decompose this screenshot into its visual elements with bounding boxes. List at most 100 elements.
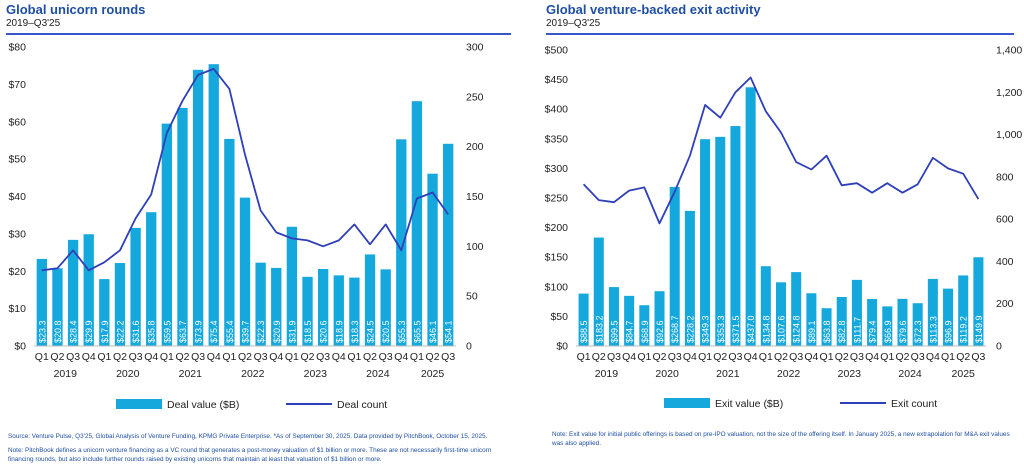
- bar: [161, 123, 173, 347]
- x-quarter-label: Q4: [82, 351, 96, 363]
- x-quarter-label: Q3: [789, 351, 803, 363]
- y-left-tick-label: $0: [14, 341, 26, 353]
- bar-value-label: $59.5: [162, 320, 172, 343]
- bar-value-label: $124.8: [792, 315, 802, 343]
- y-right-tick-label: 1,400: [996, 45, 1022, 57]
- bar: [177, 107, 188, 346]
- legend-line-label: Deal count: [337, 399, 387, 411]
- bar-value-label: $89.1: [807, 320, 817, 343]
- x-quarter-label: Q3: [850, 351, 864, 363]
- x-quarter-label: Q3: [66, 351, 80, 363]
- y-right-tick-label: 150: [466, 191, 484, 203]
- y-right-tick-label: 1,200: [996, 87, 1022, 99]
- x-quarter-label: Q3: [191, 351, 205, 363]
- x-quarter-label: Q1: [820, 351, 834, 363]
- bar-value-label: $20.9: [272, 320, 282, 343]
- y-left-tick-label: $80: [8, 42, 26, 54]
- x-quarter-label: Q1: [160, 351, 174, 363]
- bar: [443, 143, 454, 346]
- bar: [333, 275, 344, 346]
- bar-value-label: $46.1: [428, 320, 438, 343]
- x-quarter-label: Q4: [683, 351, 697, 363]
- exit-activity-chart: $0 $50 $100 $150 $200 $250 $300 $350 $400 $450 $50…: [545, 45, 1023, 411]
- bar-value-label: $31.6: [131, 320, 141, 343]
- bar: [380, 269, 391, 346]
- y-left-tick-label: $400: [545, 104, 569, 116]
- bar-value-label: $183.2: [594, 315, 604, 343]
- y-left-tick-label: $10: [8, 303, 26, 315]
- bar: [36, 258, 47, 346]
- bar: [411, 101, 423, 346]
- bar: [192, 69, 204, 346]
- x-quarter-label: Q3: [911, 351, 925, 363]
- x-quarter-label: Q2: [835, 351, 849, 363]
- bar: [943, 288, 954, 346]
- left-definition-note: Note: PitchBook defines a unicorn ventur…: [8, 447, 492, 463]
- bar: [897, 298, 908, 346]
- x-quarter-label: Q3: [728, 351, 742, 363]
- bar: [114, 263, 126, 346]
- bar-value-label: $371.5: [731, 315, 741, 343]
- y-right-tick-label: 1,000: [996, 129, 1022, 141]
- y-left-tick-label: $20: [8, 266, 26, 278]
- bar-value-label: $20.8: [53, 320, 63, 343]
- bar-value-label: $72.3: [913, 320, 923, 343]
- bar-value-label: $63.7: [178, 320, 188, 343]
- bar-value-label: $55.4: [225, 320, 235, 343]
- x-quarter-label: Q3: [316, 351, 330, 363]
- bar: [715, 136, 726, 346]
- bar-value-label: $63.8: [822, 320, 832, 343]
- bar: [608, 287, 619, 346]
- bar: [867, 298, 878, 346]
- bar: [775, 282, 787, 346]
- x-year-label: 2021: [716, 368, 740, 380]
- bar: [760, 266, 771, 346]
- y-left-tick-label: $60: [8, 116, 26, 128]
- legend-bar-label: Exit value ($B): [715, 398, 783, 410]
- bar-value-label: $149.9: [974, 315, 984, 343]
- left-title-rule: [6, 33, 511, 35]
- bar-value-label: $66.9: [883, 320, 893, 343]
- count-line: [582, 76, 980, 225]
- count-line: [41, 68, 449, 272]
- x-quarter-label: Q4: [744, 351, 758, 363]
- left-chart-title: Global unicorn rounds: [6, 2, 146, 17]
- bar-value-label: $88.5: [579, 320, 589, 343]
- bar: [302, 276, 313, 346]
- y-left-tick-label: $350: [545, 133, 569, 145]
- x-year-label: 2020: [655, 368, 679, 380]
- bar: [821, 308, 832, 346]
- bar-value-label: $20.5: [381, 320, 391, 343]
- y-right-tick-label: 400: [996, 256, 1014, 268]
- bar: [255, 262, 266, 346]
- x-quarter-label: Q1: [222, 351, 236, 363]
- y-left-tick-label: $150: [545, 252, 569, 264]
- y-right-tick-label: 600: [996, 214, 1014, 226]
- bar: [317, 269, 329, 346]
- bar: [99, 279, 110, 346]
- bar: [639, 305, 650, 346]
- bar-value-label: $29.9: [84, 320, 94, 343]
- x-quarter-label: Q1: [759, 351, 773, 363]
- x-year-label: 2021: [179, 368, 203, 380]
- x-quarter-label: Q2: [113, 351, 127, 363]
- x-quarter-label: Q2: [363, 351, 377, 363]
- x-quarter-label: Q2: [713, 351, 727, 363]
- bar: [684, 210, 695, 346]
- x-quarter-label: Q4: [622, 351, 636, 363]
- x-quarter-label: Q2: [175, 351, 189, 363]
- x-quarter-label: Q1: [698, 351, 712, 363]
- y-left-tick-label: $450: [545, 74, 569, 86]
- x-quarter-label: Q1: [97, 351, 111, 363]
- y-left-tick-label: $50: [8, 154, 26, 166]
- x-quarter-label: Q2: [50, 351, 64, 363]
- x-quarter-label: Q1: [941, 351, 955, 363]
- bar-value-label: $134.8: [761, 315, 771, 343]
- bar: [669, 186, 680, 346]
- x-year-label: 2024: [898, 368, 922, 380]
- x-year-label: 2019: [595, 368, 619, 380]
- x-year-label: 2025: [421, 368, 445, 380]
- bar-value-label: $18.9: [334, 320, 344, 343]
- x-quarter-label: Q2: [238, 351, 252, 363]
- bar-value-label: $22.2: [115, 320, 125, 343]
